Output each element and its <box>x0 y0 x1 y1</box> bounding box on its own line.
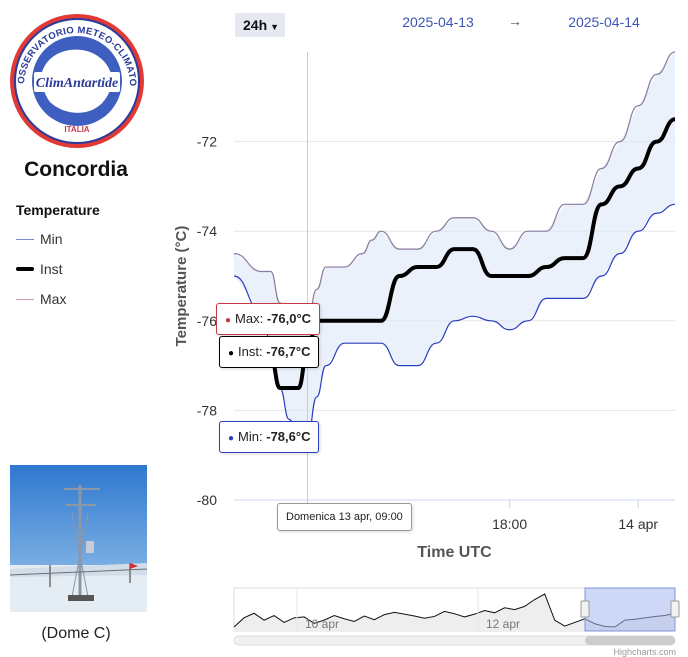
tooltip-min: ● Min: -78,6°C <box>219 421 320 453</box>
photo-caption: (Dome C) <box>41 625 111 642</box>
logo-country-text: ITALIA <box>64 125 89 134</box>
climantartide-logo: OSSERVATORIO METEO-CLIMATOLOGICO ANTARTI… <box>8 12 144 148</box>
y-axis-title: Temperature (°C) <box>173 226 190 347</box>
navigator-x-label: 12 apr <box>486 617 520 631</box>
tooltip-max-dot: ● <box>225 315 232 326</box>
legend-item-inst[interactable]: Inst <box>16 254 146 284</box>
x-axis-title: Time UTC <box>417 544 492 561</box>
legend-label-inst: Inst <box>40 261 63 277</box>
navigator-handle[interactable] <box>670 600 680 618</box>
tooltip-inst-label: Inst: <box>238 344 263 359</box>
tooltip-min-value: -78,6°C <box>266 429 311 444</box>
legend-swatch-max <box>16 298 34 300</box>
date-to-link[interactable]: 2025-04-14 <box>568 14 640 30</box>
legend-item-min[interactable]: Min <box>16 224 146 254</box>
tooltip-min-label: Min: <box>238 429 263 444</box>
range-label: 24h <box>243 17 268 33</box>
range-select-button[interactable]: 24h ▼ <box>235 13 285 37</box>
tooltip-max: ● Max: -76,0°C <box>216 303 321 335</box>
navigator-x-label: 10 apr <box>305 617 339 631</box>
legend: Temperature Min Inst Max <box>16 202 146 314</box>
min-max-band <box>234 52 675 438</box>
navigator-area <box>234 594 675 631</box>
x-tick-label: 14 apr <box>618 516 658 532</box>
y-tick-label: -78 <box>197 402 217 418</box>
tooltip-max-label: Max: <box>235 311 264 326</box>
y-tick-label: -74 <box>197 223 217 239</box>
tooltip-inst: ● Inst: -76,7°C <box>219 336 320 368</box>
tooltip-inst-value: -76,7°C <box>266 344 311 359</box>
legend-swatch-min <box>16 238 34 240</box>
legend-label-min: Min <box>40 231 63 247</box>
legend-title: Temperature <box>16 202 100 218</box>
tooltip-max-value: -76,0°C <box>266 311 312 326</box>
logo-brand-text: ClimAntartide <box>36 76 118 91</box>
y-tick-label: -76 <box>197 313 217 329</box>
navigator-selection[interactable] <box>584 587 676 632</box>
navigator-handle[interactable] <box>580 600 590 618</box>
credits-link[interactable]: Highcharts.com <box>613 647 676 657</box>
chevron-down-icon: ▼ <box>270 22 280 32</box>
tooltip-min-dot: ● <box>228 433 235 444</box>
y-tick-label: -72 <box>197 134 217 150</box>
y-tick-label: -80 <box>197 492 217 508</box>
date-from-link[interactable]: 2025-04-13 <box>402 14 474 30</box>
legend-item-max[interactable]: Max <box>16 284 146 314</box>
legend-swatch-inst <box>16 267 34 271</box>
series-line-inst <box>268 117 676 390</box>
chart-navigator[interactable]: 10 apr 12 apr <box>233 587 680 646</box>
station-photo <box>10 465 147 612</box>
tooltip-x: Domenica 13 apr, 09:00 <box>277 503 412 531</box>
navigator-scrollbar-thumb[interactable] <box>585 636 675 645</box>
station-name: Concordia <box>24 158 128 181</box>
chart-axes: -72 -74 -76 -78 -80 18:00 14 apr Time UTC Temper… <box>173 134 675 561</box>
x-tick-label: 18:00 <box>492 516 527 532</box>
legend-label-max: Max <box>40 291 67 307</box>
date-arrow: → <box>508 13 522 29</box>
tooltip-inst-dot: ● <box>228 348 235 359</box>
